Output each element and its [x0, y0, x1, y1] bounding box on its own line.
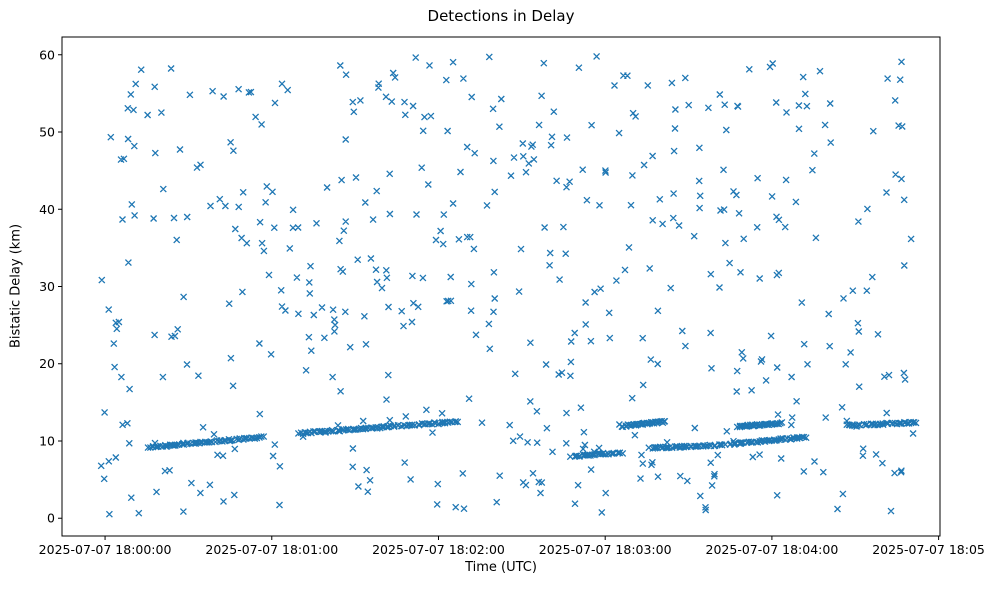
- x-tick-label: 2025-07-07 18:01:00: [205, 542, 338, 557]
- y-tick-label: 40: [39, 202, 55, 217]
- y-tick-label: 20: [39, 356, 55, 371]
- chart-title: Detections in Delay: [427, 7, 575, 25]
- y-tick-label: 30: [39, 279, 55, 294]
- y-axis-label: Bistatic Delay (km): [8, 223, 24, 349]
- axes-frame: [61, 36, 941, 537]
- x-tick-label: 2025-07-07 18:02:00: [372, 542, 505, 557]
- x-tick-label: 2025-07-07 18:05:00: [872, 542, 985, 557]
- x-tick-label: 2025-07-07 18:00:00: [39, 542, 172, 557]
- x-axis-label: Time (UTC): [465, 560, 537, 575]
- x-tick-label: 2025-07-07 18:03:00: [539, 542, 672, 557]
- y-tick-label: 10: [39, 433, 55, 448]
- scatter-points: [97, 52, 920, 518]
- x-tick-label: 2025-07-07 18:04:00: [706, 542, 839, 557]
- y-tick-label: 0: [47, 511, 55, 526]
- y-tick-label: 60: [39, 47, 55, 62]
- y-tick-label: 50: [39, 125, 55, 140]
